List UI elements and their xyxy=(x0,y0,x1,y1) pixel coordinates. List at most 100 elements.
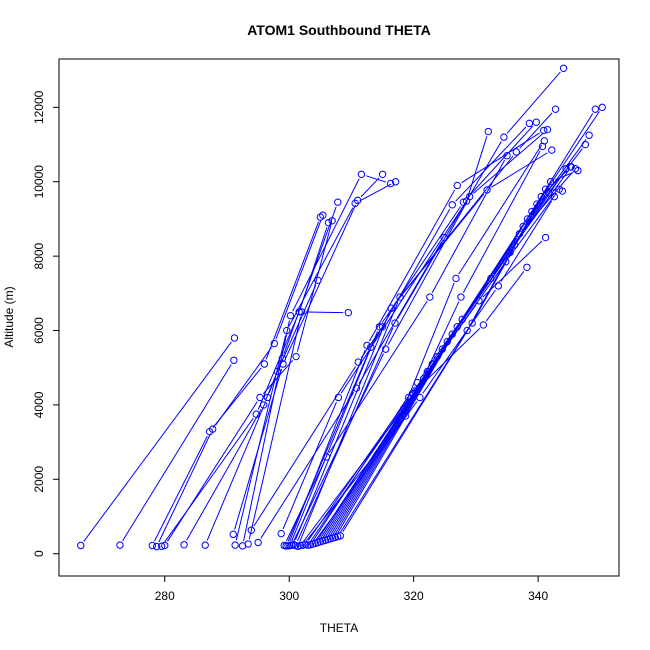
series-line-segment xyxy=(287,351,370,542)
y-tick-label: 12000 xyxy=(32,90,46,124)
series-line-segment xyxy=(83,341,232,542)
data-point xyxy=(566,163,575,171)
data-point xyxy=(378,170,387,179)
series-line-segment xyxy=(282,401,337,530)
series-36 xyxy=(326,105,600,543)
series-line-segment xyxy=(522,172,573,231)
data-point xyxy=(295,308,303,316)
series-line-segment xyxy=(320,375,426,539)
series-line-segment xyxy=(215,347,272,426)
data-point xyxy=(296,541,305,550)
series-4 xyxy=(152,211,327,551)
series-line-segment xyxy=(554,172,574,181)
data-point xyxy=(244,540,252,548)
data-point xyxy=(231,541,239,549)
series-line-segment xyxy=(466,125,534,199)
series-line-segment xyxy=(291,331,379,542)
data-point xyxy=(344,308,353,317)
series-line-segment xyxy=(154,435,208,542)
data-point xyxy=(574,166,582,175)
series-line-segment xyxy=(397,141,502,320)
data-point xyxy=(479,321,488,329)
data-point xyxy=(381,345,390,353)
series-23 xyxy=(294,105,560,550)
x-tick-label: 320 xyxy=(404,589,424,603)
data-point xyxy=(494,282,502,290)
y-tick-label: 6000 xyxy=(32,317,46,344)
data-point xyxy=(157,542,166,550)
data-point xyxy=(297,308,306,316)
data-point xyxy=(279,360,287,368)
data-point xyxy=(591,105,600,113)
data-point xyxy=(116,541,124,549)
series-line-segment xyxy=(539,111,600,201)
series-line-segment xyxy=(167,401,258,542)
series-18 xyxy=(284,126,548,550)
series-line-segment xyxy=(461,132,540,184)
series-line-segment xyxy=(369,189,456,342)
data-point xyxy=(304,541,312,549)
data-point xyxy=(229,530,237,539)
data-point xyxy=(289,540,298,549)
data-point xyxy=(208,425,217,433)
data-point xyxy=(551,105,560,113)
data-point xyxy=(448,201,456,209)
series-line-segment xyxy=(405,282,455,405)
data-point xyxy=(367,343,375,351)
data-point xyxy=(558,187,567,195)
series-line-segment xyxy=(550,189,558,191)
chart-title: ATOM1 Southbound THETA xyxy=(247,22,431,38)
series-line-segment xyxy=(485,270,525,322)
series-line-segment xyxy=(342,327,470,532)
data-point xyxy=(336,532,344,540)
series-33 xyxy=(319,165,580,545)
data-point xyxy=(201,541,209,549)
data-point xyxy=(387,304,395,312)
data-point xyxy=(282,542,290,550)
data-point xyxy=(453,323,461,331)
data-point xyxy=(319,211,327,219)
series-line-segment xyxy=(164,417,254,543)
series-line-segment xyxy=(312,386,416,541)
series-21 xyxy=(289,146,556,549)
series-line-segment xyxy=(467,136,488,197)
series-line-segment xyxy=(243,320,290,542)
series-line-segment xyxy=(491,152,548,188)
x-tick-label: 340 xyxy=(528,589,548,603)
data-point xyxy=(468,319,476,327)
x-axis-label: THETA xyxy=(320,621,358,635)
series-line-segment xyxy=(248,316,302,540)
series-40 xyxy=(336,166,582,540)
series-12 xyxy=(244,308,353,548)
series-line-segment xyxy=(402,155,514,294)
series-line-segment xyxy=(299,301,399,542)
series-line-segment xyxy=(306,311,344,314)
series-line-segment xyxy=(283,206,337,354)
series-line-segment xyxy=(366,175,387,183)
y-axis-label: Altitude (m) xyxy=(2,286,16,347)
data-point xyxy=(500,133,508,141)
data-point xyxy=(548,146,556,154)
series-line-segment xyxy=(387,200,468,345)
data-point xyxy=(375,323,384,331)
plot-area xyxy=(77,64,606,551)
data-point xyxy=(363,341,371,350)
data-point xyxy=(277,529,285,538)
series-line-segment xyxy=(289,349,366,542)
data-point xyxy=(525,119,534,128)
series-line-segment xyxy=(206,401,266,541)
data-point xyxy=(391,319,399,327)
axes: 280 300 320 340 0 2000 4000 6000 8000 10000 12000 xyxy=(32,58,620,603)
data-point xyxy=(541,185,550,193)
series-line-segment xyxy=(322,367,431,538)
data-point xyxy=(230,334,239,342)
series-line-segment xyxy=(327,353,441,537)
series-line-segment xyxy=(275,219,322,340)
data-point xyxy=(256,393,264,402)
series-line-segment xyxy=(257,316,298,410)
series-19 xyxy=(286,118,540,550)
data-point xyxy=(247,526,255,534)
data-point xyxy=(458,315,466,324)
data-point xyxy=(396,293,404,301)
